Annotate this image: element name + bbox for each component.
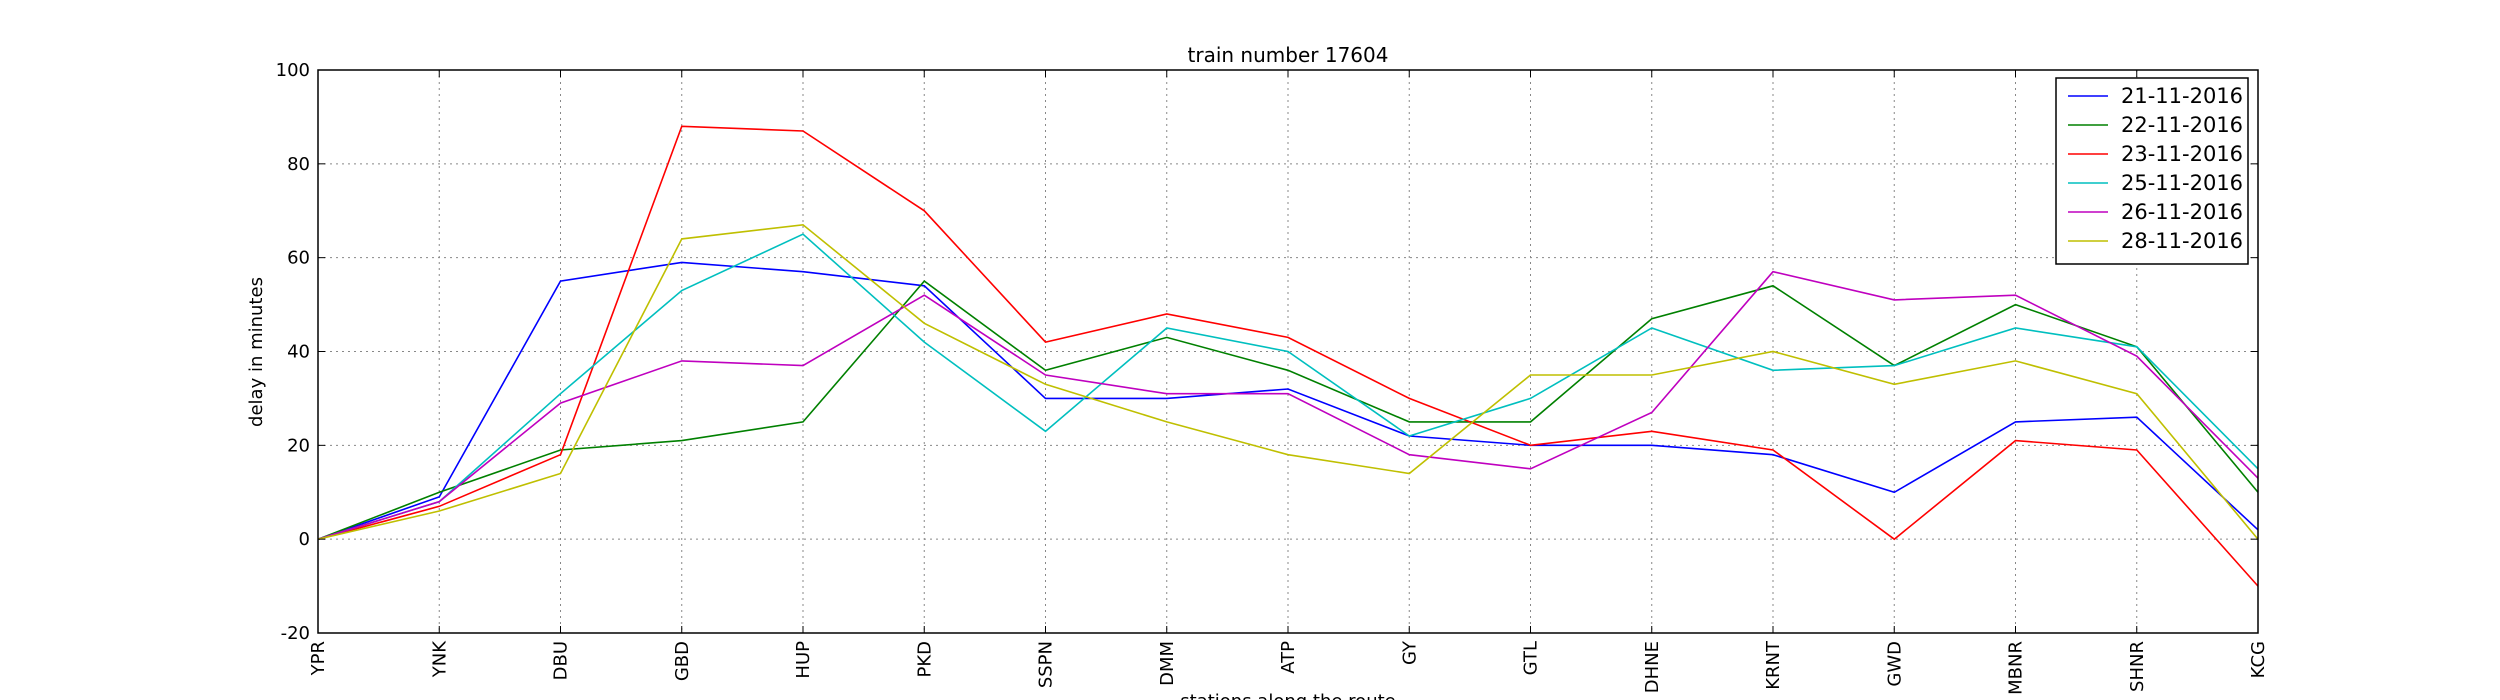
legend-box [2055, 77, 2249, 265]
legend: 21-11-2016 22-11-2016 23-11-2016 25-11-2016… [2055, 77, 2249, 265]
y-tick-label: 80 [287, 154, 310, 175]
x-tick-label: GY [1399, 640, 1420, 665]
series-line-26-11-2016 [317, 270, 2259, 540]
series-line-23-11-2016 [317, 125, 2259, 587]
x-tick-label: DBU [551, 641, 572, 680]
legend-entry: 25-11-2016 [2121, 171, 2243, 195]
legend-entry: 23-11-2016 [2121, 142, 2243, 166]
legend-entry: 22-11-2016 [2121, 113, 2243, 137]
x-tick-label: KCG [2248, 641, 2269, 678]
x-tick-label: DMM [1157, 641, 1178, 686]
x-tick-label: GWD [1884, 641, 1905, 687]
series-line-25-11-2016 [317, 233, 2259, 540]
y-axis-label: delay in minutes [246, 277, 267, 427]
legend-entry: 21-11-2016 [2121, 84, 2243, 108]
series-lines [317, 125, 2259, 587]
y-tick-label: 60 [287, 248, 310, 269]
y-tick-label: 20 [287, 435, 310, 456]
y-tick-label: 40 [287, 342, 310, 363]
legend-entry: 28-11-2016 [2121, 229, 2243, 253]
x-tick-label: GBD [672, 641, 693, 681]
x-tick-label: MBNR [2006, 641, 2027, 695]
series-line-28-11-2016 [317, 223, 2259, 540]
x-tick-label: SSPN [1036, 641, 1057, 688]
x-tick-label: GTL [1521, 641, 1542, 675]
y-tick-label: -20 [281, 623, 310, 644]
x-tick-label: YPR [308, 641, 329, 676]
y-tick-label: 0 [299, 529, 310, 550]
y-tick-label: 100 [276, 60, 310, 81]
legend-entry: 26-11-2016 [2121, 200, 2243, 224]
series-line-22-11-2016 [317, 280, 2259, 540]
x-tick-label: DHNE [1642, 641, 1663, 693]
x-tick-label: ATP [1278, 641, 1299, 674]
x-tick-label: PKD [914, 641, 935, 678]
x-tick-label: KRNT [1763, 640, 1784, 690]
x-tick-label: YNK [429, 640, 450, 678]
series-line-21-11-2016 [317, 261, 2259, 540]
x-tick-label: HUP [793, 641, 814, 679]
x-tick-label: SHNR [2127, 641, 2148, 692]
chart-title: train number 17604 [1188, 43, 1389, 67]
x-axis-label: stations along the route [1180, 691, 1395, 700]
axis-ticks: YPR YNK DBU GBD HUP PKD SSPN DMM ATP GY GTL DHNE KRN… [276, 60, 2269, 695]
